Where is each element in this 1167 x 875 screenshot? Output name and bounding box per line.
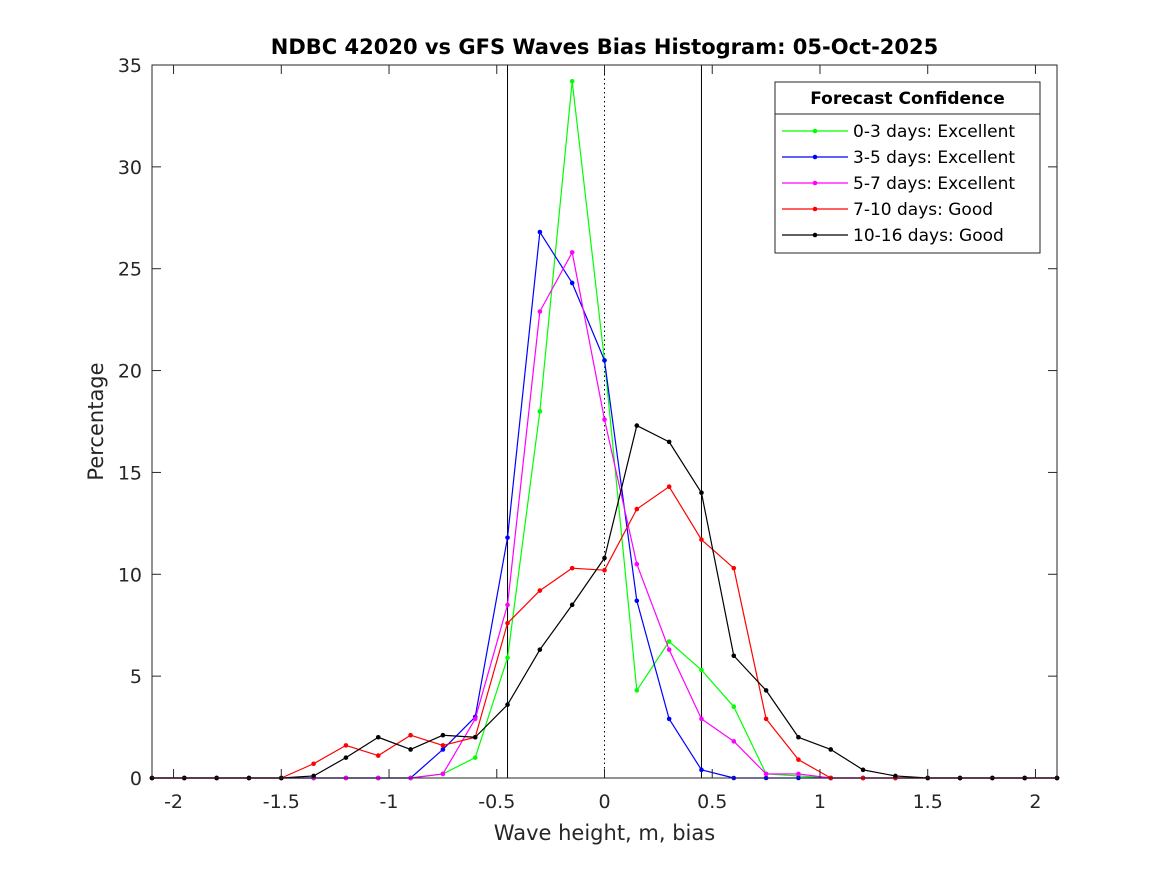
x-tick-label: 1.5: [913, 791, 943, 813]
data-point: [569, 250, 575, 255]
x-tick-label: 1: [814, 791, 826, 813]
data-point: [634, 506, 640, 512]
data-point: [408, 747, 413, 752]
data-point: [505, 602, 510, 608]
data-point: [666, 647, 672, 652]
data-point: [602, 417, 607, 422]
data-point: [569, 602, 575, 608]
legend-swatch-marker: [812, 206, 818, 212]
data-point: [537, 309, 543, 314]
data-point: [537, 647, 543, 652]
data-point: [505, 620, 510, 626]
data-point: [472, 716, 478, 722]
data-point: [408, 732, 413, 738]
data-point: [666, 484, 672, 489]
data-point: [860, 767, 866, 773]
x-axis-label: Wave height, m, bias: [494, 821, 715, 845]
data-point: [311, 773, 316, 779]
chart-title: NDBC 42020 vs GFS Waves Bias Histogram: …: [271, 35, 938, 59]
data-point: [602, 567, 607, 573]
data-point: [537, 588, 543, 593]
data-point: [893, 773, 898, 779]
y-tick-label: 30: [118, 157, 142, 179]
data-point: [666, 716, 672, 722]
x-tick-label: -1.5: [263, 791, 300, 813]
data-point: [537, 409, 543, 414]
y-tick-label: 10: [118, 564, 142, 586]
data-point: [440, 732, 446, 738]
data-point: [666, 639, 672, 644]
data-point: [731, 565, 737, 571]
legend-box: [774, 81, 1041, 254]
legend-entry-label: 7-10 days: Good: [853, 200, 993, 220]
data-point: [569, 565, 575, 571]
data-point: [731, 739, 737, 744]
x-tick-label: 0: [598, 791, 610, 813]
data-point: [699, 667, 704, 673]
legend-entry-label: 3-5 days: Excellent: [853, 148, 1015, 168]
y-tick-label: 35: [118, 55, 142, 77]
x-tick-label: -0.5: [478, 791, 515, 813]
y-tick-label: 15: [118, 462, 142, 484]
data-point: [569, 280, 575, 286]
data-point: [537, 229, 543, 235]
data-point: [505, 655, 510, 661]
y-tick-label: 5: [130, 666, 142, 688]
data-point: [763, 716, 769, 722]
data-point: [634, 688, 640, 693]
data-point: [828, 747, 834, 752]
data-point: [440, 747, 446, 752]
x-tick-label: 2: [1029, 791, 1041, 813]
data-point: [375, 734, 381, 740]
data-point: [634, 423, 640, 428]
data-point: [796, 757, 801, 762]
data-point: [343, 755, 349, 760]
data-point: [343, 743, 349, 748]
legend-swatch-marker: [812, 180, 818, 186]
data-point: [763, 688, 769, 693]
data-point: [699, 537, 704, 542]
data-point: [634, 561, 640, 567]
legend-entry-label: 10-16 days: Good: [853, 226, 1004, 246]
data-point: [796, 734, 801, 740]
legend-swatch-marker: [812, 232, 818, 238]
x-tick-label: -2: [164, 791, 183, 813]
data-point: [602, 358, 607, 363]
data-point: [311, 761, 316, 767]
data-point: [699, 716, 704, 722]
legend-entry-label: 0-3 days: Excellent: [853, 122, 1015, 142]
legend: Forecast Confidence 0-3 days: Excellent 3…: [774, 81, 1041, 254]
data-point: [375, 753, 381, 758]
series-4: [149, 423, 1060, 781]
data-point: [634, 598, 640, 604]
data-point: [472, 734, 478, 740]
x-tick-label: 0.5: [697, 791, 727, 813]
data-point: [699, 767, 704, 773]
legend-swatch-marker: [812, 154, 818, 160]
data-point: [505, 702, 510, 707]
data-point: [602, 555, 607, 561]
data-point: [666, 439, 672, 445]
data-point: [763, 771, 769, 777]
data-point: [440, 771, 446, 777]
data-point: [569, 78, 575, 84]
y-tick-label: 0: [130, 768, 142, 790]
y-axis-label: Percentage: [84, 362, 108, 480]
x-tick-label: -1: [380, 791, 399, 813]
data-point: [505, 535, 510, 540]
data-point: [796, 771, 801, 777]
legend-title: Forecast Confidence: [810, 89, 1005, 109]
legend-swatch-marker: [812, 128, 818, 134]
data-point: [731, 704, 737, 709]
data-point: [731, 653, 737, 659]
data-point: [472, 755, 478, 760]
legend-entry-label: 5-7 days: Excellent: [853, 174, 1015, 194]
y-tick-label: 25: [118, 259, 142, 281]
data-point: [440, 743, 446, 748]
data-point: [699, 490, 704, 496]
y-tick-label: 20: [118, 361, 142, 383]
